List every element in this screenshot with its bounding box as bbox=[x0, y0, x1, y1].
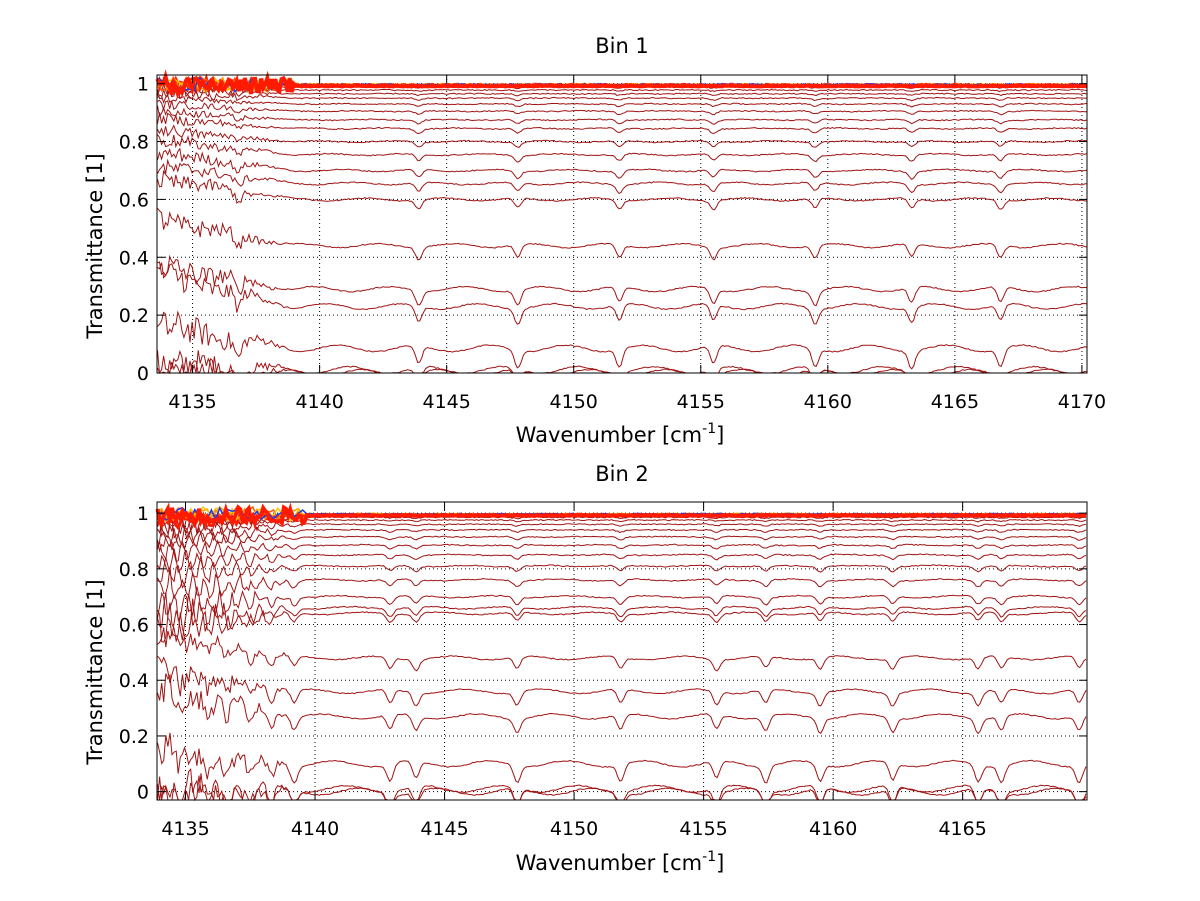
y-tick-label: 0.8 bbox=[119, 132, 149, 154]
series-line bbox=[157, 169, 1087, 211]
x-tick-label: 4170 bbox=[1058, 391, 1106, 413]
series-line bbox=[157, 516, 1087, 540]
series-line bbox=[157, 76, 1087, 96]
series-line-top-band bbox=[155, 502, 1087, 530]
series-line bbox=[157, 99, 1087, 116]
x-tick-label: 4135 bbox=[161, 818, 209, 840]
x-tick-label: 4160 bbox=[804, 391, 852, 413]
x-tick-label: 4145 bbox=[420, 818, 468, 840]
y-tick-label: 0.8 bbox=[119, 559, 149, 581]
series-line bbox=[157, 586, 1087, 622]
ticks: 4135 4140 4145 4150 4155 4160 4165 0 0.2 0.4 0.6 0.… bbox=[119, 502, 1087, 840]
series-line bbox=[157, 548, 1087, 574]
x-tick-label: 4165 bbox=[931, 391, 979, 413]
x-tick-label: 4155 bbox=[677, 391, 725, 413]
series-line bbox=[157, 555, 1087, 589]
series-line bbox=[157, 310, 1087, 370]
series-line bbox=[157, 768, 1087, 802]
series-line bbox=[157, 539, 1087, 563]
series-line bbox=[157, 673, 1087, 735]
y-tick-label: 0.6 bbox=[119, 189, 149, 211]
series-group bbox=[155, 69, 1088, 375]
x-tick-label: 4140 bbox=[295, 391, 343, 413]
series-line bbox=[157, 147, 1087, 180]
x-tick-label: 4160 bbox=[809, 818, 857, 840]
x-tick-label: 4150 bbox=[550, 391, 598, 413]
y-tick-label: 1 bbox=[137, 74, 149, 96]
y-tick-label: 0.6 bbox=[119, 615, 149, 637]
series-line bbox=[157, 124, 1087, 148]
y-tick-label: 0.2 bbox=[119, 726, 149, 748]
y-tick-label: 0.4 bbox=[119, 670, 149, 692]
series-line-top-band bbox=[155, 70, 1087, 99]
y-axis-label: Transmittance [1] bbox=[83, 579, 107, 765]
series-group bbox=[155, 502, 1087, 802]
y-tick-label: 0.2 bbox=[119, 305, 149, 327]
ticks: 4135 4140 4145 4150 4155 4160 4165 4170 0 0.2 0.4 0… bbox=[119, 74, 1106, 413]
series-line bbox=[157, 627, 1087, 672]
series-line bbox=[157, 207, 1087, 261]
series-line bbox=[157, 134, 1087, 163]
series-line bbox=[157, 528, 1087, 553]
x-tick-label: 4150 bbox=[550, 818, 598, 840]
chart-bin-1: Bin 1 Transmittance [1] Wavenumber [cm-1… bbox=[83, 34, 1106, 447]
y-tick-label: 0.4 bbox=[119, 247, 149, 269]
chart-title: Bin 2 bbox=[595, 462, 649, 486]
series-line bbox=[157, 598, 1087, 643]
plot-frame bbox=[156, 74, 1088, 374]
series-line bbox=[157, 655, 1087, 707]
grid bbox=[157, 502, 1087, 800]
series-line bbox=[157, 105, 1087, 125]
series-line bbox=[157, 112, 1087, 135]
series-line bbox=[157, 94, 1087, 108]
series-line bbox=[157, 513, 1087, 534]
series-line bbox=[157, 566, 1087, 600]
y-tick-label: 0 bbox=[137, 363, 149, 385]
series-line bbox=[157, 524, 1087, 550]
x-tick-label: 4135 bbox=[168, 391, 216, 413]
y-axis-label: Transmittance [1] bbox=[83, 153, 107, 339]
series-line bbox=[157, 262, 1087, 325]
x-tick-label: 4140 bbox=[291, 818, 339, 840]
x-tick-label: 4145 bbox=[422, 391, 470, 413]
series-line bbox=[157, 592, 1087, 641]
y-tick-label: 0 bbox=[137, 782, 149, 804]
series-line bbox=[157, 158, 1087, 195]
y-tick-label: 1 bbox=[137, 503, 149, 525]
plot-frame bbox=[156, 501, 1088, 801]
x-tick-label: 4155 bbox=[679, 818, 727, 840]
series-line bbox=[157, 732, 1087, 784]
chart-title: Bin 1 bbox=[595, 34, 649, 58]
series-line bbox=[157, 254, 1087, 307]
series-line bbox=[157, 83, 1087, 98]
chart-bin-2: Bin 2 Transmittance [1] Wavenumber [cm-1… bbox=[83, 462, 1088, 875]
x-tick-label: 4165 bbox=[938, 818, 986, 840]
x-axis-label: Wavenumber [cm-1] bbox=[516, 849, 725, 875]
x-axis-label: Wavenumber [cm-1] bbox=[516, 421, 725, 447]
series-line bbox=[157, 87, 1087, 102]
series-line bbox=[157, 355, 1087, 375]
